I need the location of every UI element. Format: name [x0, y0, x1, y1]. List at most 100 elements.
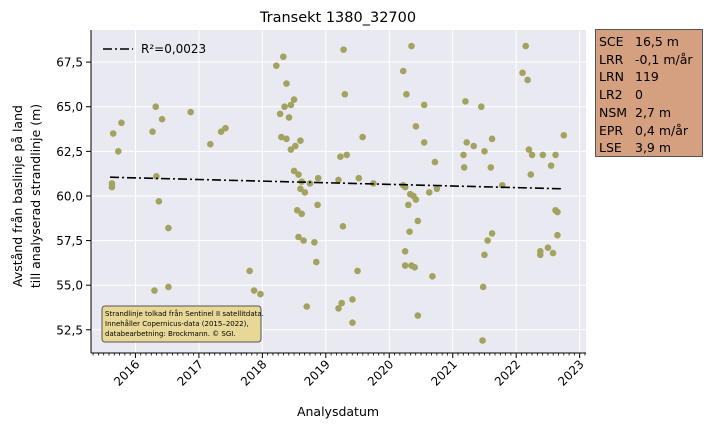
data-point [560, 131, 568, 139]
stat-value: 2,7 m [635, 104, 672, 120]
stat-value: -0,1 m/år [635, 51, 693, 67]
data-point [287, 146, 295, 153]
x-tick-label: 2022 [492, 357, 523, 388]
data-point [297, 137, 304, 144]
data-point [524, 76, 531, 84]
data-point [292, 142, 299, 150]
data-point [460, 164, 468, 171]
x-axis-label: Analysdatum [297, 404, 379, 419]
data-point [287, 101, 295, 109]
data-point [298, 210, 305, 218]
y-axis-label-2: till analyserad strandlinje (m) [28, 104, 43, 288]
y-tick-label: 60,0 [56, 189, 83, 203]
stat-value: 119 [635, 69, 659, 85]
data-point [250, 287, 258, 294]
plot-area [91, 30, 586, 353]
data-point [431, 158, 439, 166]
data-point [339, 222, 347, 230]
stat-key: LSE [599, 140, 622, 156]
data-point [487, 164, 495, 171]
data-points [108, 42, 568, 344]
data-point [554, 208, 561, 216]
data-point [539, 151, 547, 159]
stat-key: LRN [599, 69, 624, 85]
stat-row: EPR 0,4 m/år [599, 122, 699, 140]
data-point [412, 123, 420, 130]
data-point [290, 96, 298, 103]
data-point [293, 206, 301, 214]
stat-row: LRN 119 [599, 68, 699, 86]
data-point [337, 153, 344, 161]
y-tick-label: 57,5 [56, 234, 83, 248]
data-point [462, 98, 469, 105]
data-point [158, 115, 166, 123]
data-point [314, 174, 322, 182]
data-point [349, 296, 356, 303]
data-point [479, 283, 487, 291]
data-point [354, 267, 361, 275]
data-point [311, 239, 318, 246]
data-point [114, 148, 122, 155]
data-point [335, 176, 342, 184]
data-point [525, 146, 533, 153]
data-point [420, 139, 428, 146]
stat-value: 0 [635, 87, 643, 103]
data-point [149, 128, 156, 136]
stat-value: 16,5 m [635, 34, 679, 49]
annotation-line: databearbetning: Brockmann. © SGI. [105, 330, 236, 338]
data-point [306, 180, 314, 187]
data-point [470, 142, 477, 150]
data-point [343, 151, 351, 159]
data-point [433, 185, 441, 193]
data-point [477, 103, 485, 111]
data-point [414, 312, 422, 319]
data-point [281, 103, 288, 111]
data-point [479, 337, 486, 344]
data-point [401, 262, 409, 269]
data-point [412, 196, 420, 203]
data-point [460, 151, 467, 159]
y-tick-label: 65,0 [56, 100, 83, 114]
data-point [522, 42, 530, 50]
data-point [359, 133, 366, 141]
data-point [547, 162, 555, 169]
data-point [300, 237, 307, 244]
data-point [481, 251, 488, 259]
data-point [335, 305, 342, 312]
annotation-text: Strandlinje tolkad från Sentinel II sate… [105, 309, 264, 338]
data-point [278, 133, 285, 141]
data-point [537, 251, 544, 259]
data-point [403, 90, 410, 98]
x-tick-label: 2018 [238, 357, 269, 388]
stat-key: SCE [599, 34, 624, 49]
y-tick-label: 52,5 [56, 323, 83, 337]
data-point [552, 151, 559, 159]
data-point [414, 217, 422, 225]
data-point [303, 303, 311, 310]
x-tick-label: 2020 [365, 357, 396, 388]
stat-row: LR2 0 [599, 86, 699, 104]
data-point [488, 230, 496, 237]
data-point [285, 114, 293, 121]
stat-row: LRR -0,1 m/år [599, 51, 699, 69]
data-point [420, 101, 428, 109]
data-point [273, 62, 280, 69]
data-point [109, 130, 117, 137]
data-point [425, 189, 433, 196]
data-point [283, 135, 290, 143]
y-axis-label-line-2: till analyserad strandlinje (m) [28, 104, 43, 288]
y-tick-label: 67,5 [56, 56, 83, 70]
data-point [276, 110, 284, 118]
data-point [355, 174, 363, 182]
stat-row: SCE 16,5 m [599, 33, 699, 51]
data-point [399, 67, 407, 75]
data-point [297, 185, 304, 193]
data-point [187, 108, 194, 116]
y-tick-label: 55,0 [56, 279, 83, 293]
data-point [401, 247, 409, 255]
stat-row: LSE 3,9 m [599, 139, 699, 157]
data-point [314, 201, 321, 209]
annotation-line: Strandlinje tolkad från Sentinel II sate… [105, 309, 264, 318]
x-tick-label: 2016 [111, 357, 142, 388]
data-point [295, 171, 302, 178]
